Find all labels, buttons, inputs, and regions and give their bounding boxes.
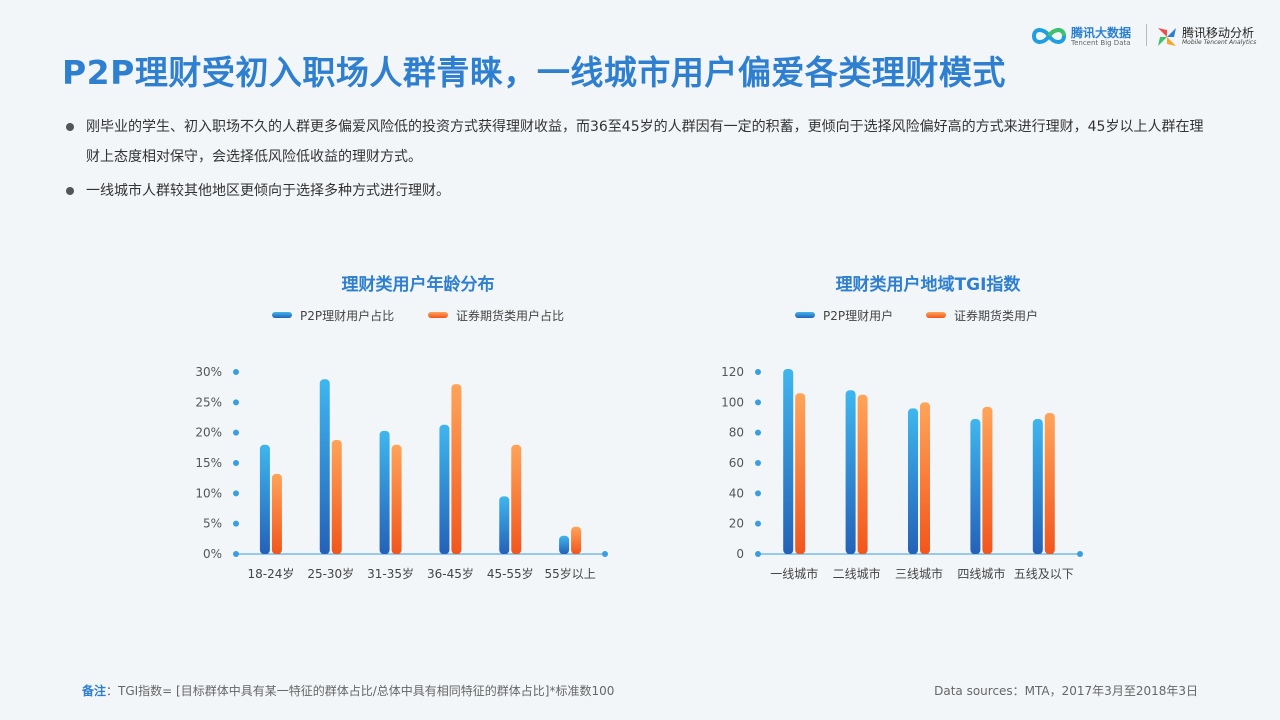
bar: [451, 384, 462, 554]
x-tick-label: 45-55岁: [487, 566, 534, 581]
y-tick-label: 120: [721, 365, 744, 379]
y-tick-label: 10%: [195, 486, 222, 500]
bar: [857, 394, 868, 554]
y-tick-dot: [755, 520, 761, 527]
bar: [439, 424, 450, 554]
y-tick-label: 15%: [195, 456, 222, 470]
y-tick-dot: [755, 460, 761, 466]
bullet-item: 一线城市人群较其他地区更倾向于选择多种方式进行理财。: [64, 176, 1214, 206]
bullet-text: 一线城市人群较其他地区更倾向于选择多种方式进行理财。: [86, 183, 450, 199]
bullet-item: 刚毕业的学生、初入职场不久的人群更多偏爱风险低的投资方式获得理财收益，而36至4…: [64, 112, 1214, 172]
y-tick-label: 20%: [195, 426, 222, 440]
x-tick-label: 18-24岁: [247, 566, 294, 581]
pinwheel-logo-icon: [1158, 28, 1176, 46]
bar: [499, 496, 510, 554]
legend-label: 证券期货类用户: [954, 308, 1038, 323]
y-tick-dot: [233, 369, 239, 375]
y-tick-dot: [233, 399, 239, 406]
y-tick-label: 80: [729, 426, 744, 440]
y-tick-label: 5%: [203, 517, 222, 531]
footnote: 备注：TGI指数= [目标群体中具有某一特征的群体占比/总体中具有相同特征的群体…: [82, 682, 614, 699]
legend-label: P2P理财用户占比: [300, 308, 394, 323]
bar: [783, 368, 794, 554]
region-chart-svg: 理财类用户地域TGI指数 P2P理财用户 证券期货类用户 0 20 40 60 80 100 12…: [721, 274, 1083, 581]
age-distribution-chart: 理财类用户年龄分布 P2P理财用户占比 证券期货类用户占比 0% 5% 10% 15% 20%…: [180, 260, 640, 600]
region-tgi-chart: 理财类用户地域TGI指数 P2P理财用户 证券期货类用户 0 20 40 60 80 100 12…: [700, 260, 1120, 600]
x-axis-end-dot: [602, 551, 608, 557]
logo-left-name: 腾讯大数据: [1071, 26, 1132, 40]
x-tick-label: 二线城市: [833, 566, 881, 581]
y-tick-dot: [233, 429, 239, 436]
bar: [1032, 419, 1043, 554]
mobile-tencent-analytics-logo: 腾讯移动分析 Mobile Tencent Analytics: [1156, 24, 1266, 48]
logo-right-name: 腾讯移动分析: [1182, 26, 1255, 40]
legend-swatch: [272, 312, 292, 318]
logo-left-sub: Tencent Big Data: [1071, 39, 1131, 47]
bar: [379, 430, 390, 554]
x-tick-label: 25-30岁: [307, 566, 354, 581]
age-chart-svg: 理财类用户年龄分布 P2P理财用户占比 证券期货类用户占比 0% 5% 10% 15% 20%…: [195, 274, 608, 581]
y-tick-dot: [233, 490, 239, 497]
bar: [1044, 412, 1055, 554]
tencent-big-data-logo: 腾讯大数据 Tencent Big Data: [1031, 24, 1141, 48]
x-tick-label: 三线城市: [895, 566, 943, 581]
x-tick-label: 一线城市: [770, 566, 818, 581]
x-tick-label: 五线及以下: [1014, 567, 1074, 581]
legend-label: 证券期货类用户占比: [456, 308, 564, 323]
chart-title: 理财类用户地域TGI指数: [836, 274, 1022, 295]
bar: [331, 439, 342, 554]
page-title: P2P理财受初入职场人群青睐，一线城市用户偏爱各类理财模式: [62, 53, 1006, 92]
legend-label: P2P理财用户: [823, 308, 893, 323]
x-axis-end-dot: [1077, 551, 1083, 557]
y-tick-label: 0%: [203, 547, 222, 561]
data-source: Data sources：MTA，2017年3月至2018年3日: [934, 684, 1198, 698]
y-tick-label: 100: [721, 395, 744, 409]
bar: [908, 408, 918, 554]
logo-right-sub: Mobile Tencent Analytics: [1182, 39, 1257, 46]
logo-divider: [1146, 24, 1147, 46]
y-tick-label: 30%: [195, 365, 222, 379]
bar: [970, 419, 981, 554]
legend-swatch: [795, 312, 815, 318]
bar: [259, 444, 270, 554]
y-tick-label: 25%: [195, 395, 222, 409]
x-tick-label: 四线城市: [957, 566, 1005, 581]
bullet-text: 刚毕业的学生、初入职场不久的人群更多偏爱风险低的投资方式获得理财收益，而36至4…: [86, 119, 1204, 165]
y-tick-dot: [755, 490, 761, 497]
bar: [982, 406, 993, 554]
y-tick-label: 20: [729, 517, 744, 531]
y-tick-dot: [755, 429, 761, 436]
bar: [845, 390, 856, 554]
infinity-logo-icon: [1031, 28, 1067, 44]
legend-swatch: [926, 312, 946, 318]
y-tick-dot: [233, 520, 239, 527]
bar: [920, 402, 930, 554]
legend-swatch: [428, 312, 448, 318]
y-tick-label: 0: [736, 547, 744, 561]
y-tick-label: 60: [729, 456, 744, 470]
x-tick-label: 36-45岁: [427, 566, 474, 581]
bar: [511, 444, 522, 554]
bar: [559, 535, 570, 554]
summary-bullets: 刚毕业的学生、初入职场不久的人群更多偏爱风险低的投资方式获得理财收益，而36至4…: [64, 112, 1214, 210]
y-tick-dot: [755, 369, 761, 375]
bar: [319, 379, 330, 554]
y-tick-label: 40: [729, 486, 744, 500]
bar: [795, 393, 806, 554]
bar: [271, 473, 282, 554]
bullet-dot-icon: [66, 123, 74, 131]
bar: [391, 444, 402, 554]
x-tick-label: 55岁以上: [544, 566, 595, 581]
bar: [571, 526, 582, 554]
y-tick-dot: [755, 399, 761, 406]
footnote-text: ：TGI指数= [目标群体中具有某一特征的群体占比/总体中具有相同特征的群体占比…: [106, 684, 615, 698]
bullet-dot-icon: [66, 187, 74, 195]
footnote-label: 备注: [82, 684, 107, 698]
x-tick-label: 31-35岁: [367, 566, 414, 581]
chart-title: 理财类用户年龄分布: [342, 274, 495, 295]
y-tick-dot: [233, 460, 239, 466]
